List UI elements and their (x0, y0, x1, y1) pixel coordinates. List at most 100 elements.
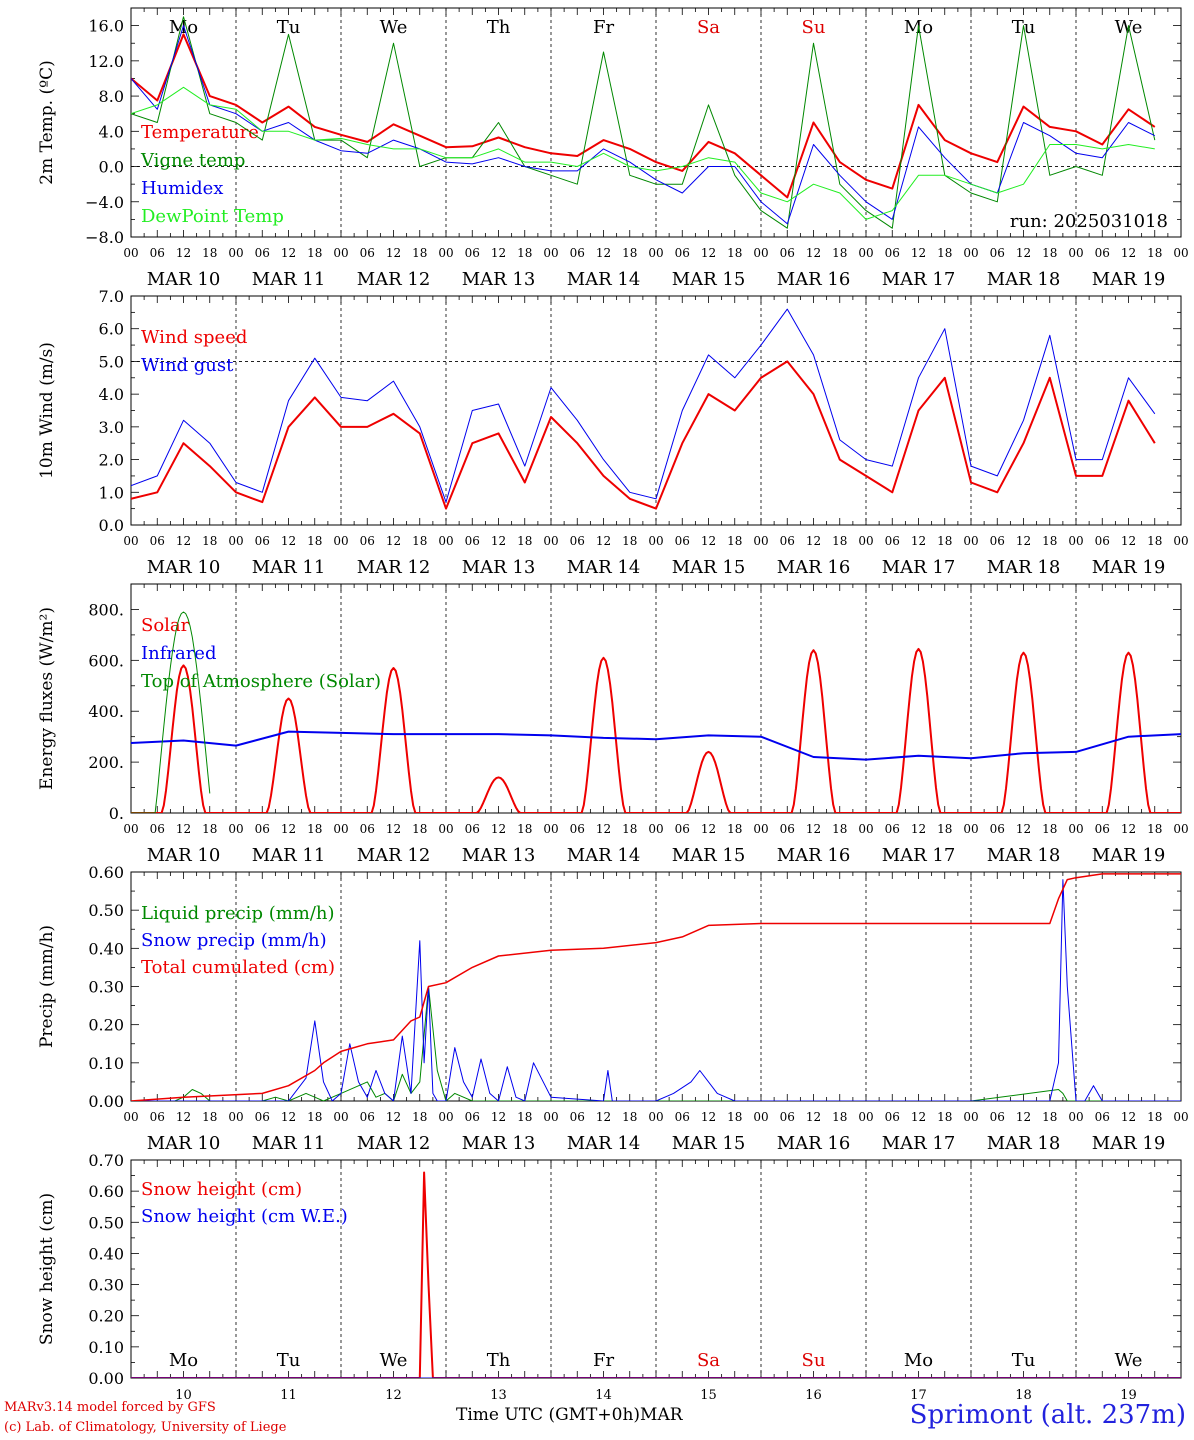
hour-label: 06 (360, 246, 375, 260)
date-label: MAR 13 (462, 557, 536, 578)
date-label: MAR 17 (882, 845, 956, 866)
date-label: MAR 19 (1092, 557, 1166, 578)
series-line-2-1 (131, 360, 1156, 510)
hour-label: 00 (333, 246, 348, 260)
hour-label: 18 (727, 246, 742, 260)
hour-label: 06 (885, 1110, 900, 1124)
hour-label: 06 (150, 534, 165, 548)
weekday-label: Sa (697, 1350, 720, 1371)
date-label: MAR 18 (987, 1133, 1061, 1154)
series-line-3-3 (131, 611, 211, 813)
date-label: MAR 10 (147, 557, 221, 578)
legend-entry: Infrared (141, 643, 216, 664)
hour-label: 00 (1173, 246, 1188, 260)
y-tick-label: 0.10 (88, 1054, 124, 1073)
hour-label: 18 (412, 246, 427, 260)
hour-label: 12 (806, 534, 821, 548)
hour-label: 12 (176, 246, 191, 260)
hour-label: 12 (701, 822, 716, 836)
day-number-label: 19 (1120, 1388, 1137, 1403)
hour-label: 12 (911, 246, 926, 260)
hour-label: 06 (1095, 1110, 1110, 1124)
hour-label: 12 (596, 534, 611, 548)
hour-label: 12 (491, 822, 506, 836)
date-label: MAR 19 (1092, 269, 1166, 290)
panel-1: −8.0 −4.0 0.0 4.0 8.0 12.0 16.0 2m Temp. (ºC) 00… (37, 7, 1189, 290)
y-tick-label: 0.40 (88, 1244, 124, 1263)
date-label: MAR 14 (567, 845, 641, 866)
weekday-label: Th (487, 17, 511, 38)
day-number-label: 18 (1015, 1388, 1032, 1403)
hour-label: 18 (832, 822, 847, 836)
hour-label: 00 (1173, 534, 1188, 548)
hour-label: 18 (517, 822, 532, 836)
hour-label: 06 (150, 822, 165, 836)
hour-label: 18 (517, 246, 532, 260)
hour-label: 12 (1016, 534, 1031, 548)
hour-label: 06 (255, 822, 270, 836)
hour-label: 06 (1095, 534, 1110, 548)
series-line-4-3 (131, 873, 1181, 1101)
hour-label: 18 (832, 1110, 847, 1124)
y-tick-label: −8.0 (85, 228, 124, 247)
date-label: MAR 18 (987, 269, 1061, 290)
hour-label: 12 (596, 822, 611, 836)
hour-label: 12 (281, 822, 296, 836)
hour-label: 06 (570, 246, 585, 260)
hour-label: 00 (648, 1110, 663, 1124)
hour-label: 18 (412, 534, 427, 548)
hour-label: 18 (1042, 246, 1057, 260)
hour-label: 18 (517, 1110, 532, 1124)
weekday-label: We (380, 1350, 408, 1371)
hour-label: 18 (202, 534, 217, 548)
hour-label: 12 (281, 534, 296, 548)
hour-label: 18 (1147, 822, 1162, 836)
hour-label: 00 (963, 822, 978, 836)
hour-label: 12 (1121, 822, 1136, 836)
series-line-4-1 (131, 986, 1155, 1101)
hour-label: 12 (1121, 1110, 1136, 1124)
y-tick-label: 0.0 (99, 158, 124, 177)
hour-label: 12 (701, 246, 716, 260)
series-line-1-1 (131, 33, 1156, 199)
y-tick-label: 0.00 (88, 1369, 124, 1388)
hour-label: 06 (150, 246, 165, 260)
date-label: MAR 16 (777, 845, 851, 866)
date-label: MAR 19 (1092, 1133, 1166, 1154)
hour-label: 06 (990, 534, 1005, 548)
hour-label: 00 (858, 246, 873, 260)
panel-2: 0.0 1.0 2.0 3.0 4.0 5.0 6.0 7.0 10m Wind (m/s) 00… (37, 287, 1189, 578)
day-number-label: 17 (910, 1388, 927, 1403)
hour-label: 00 (963, 534, 978, 548)
hour-label: 18 (727, 534, 742, 548)
hour-label: 00 (648, 822, 663, 836)
hour-label: 06 (780, 534, 795, 548)
hour-label: 06 (570, 534, 585, 548)
hour-label: 12 (701, 534, 716, 548)
y-tick-label: 1.0 (99, 483, 124, 502)
date-label: MAR 13 (462, 269, 536, 290)
hour-label: 00 (228, 246, 243, 260)
legend-entry: Vigne temp (140, 150, 245, 171)
date-label: MAR 15 (672, 1133, 746, 1154)
hour-label: 12 (1121, 246, 1136, 260)
y-axis-title: Energy fluxes (W/m²) (37, 607, 57, 790)
hour-label: 06 (465, 1110, 480, 1124)
hour-label: 00 (1068, 822, 1083, 836)
model-credit: MARv3.14 model forced by GFS (4, 1400, 216, 1415)
date-label: MAR 14 (567, 269, 641, 290)
hour-label: 06 (780, 822, 795, 836)
hour-label: 12 (386, 534, 401, 548)
date-label: MAR 17 (882, 1133, 956, 1154)
day-number-label: 15 (700, 1388, 717, 1403)
weekday-label: Th (487, 1350, 511, 1371)
date-label: MAR 12 (357, 1133, 431, 1154)
hour-label: 12 (386, 822, 401, 836)
hour-label: 00 (123, 246, 138, 260)
legend-entry: Solar (141, 615, 190, 636)
panel-3: 0. 200. 400. 600. 800. Energy fluxes (W/m²) 00… (37, 583, 1189, 866)
weekday-label: Sa (697, 17, 720, 38)
hour-label: 18 (202, 822, 217, 836)
hour-label: 00 (753, 246, 768, 260)
